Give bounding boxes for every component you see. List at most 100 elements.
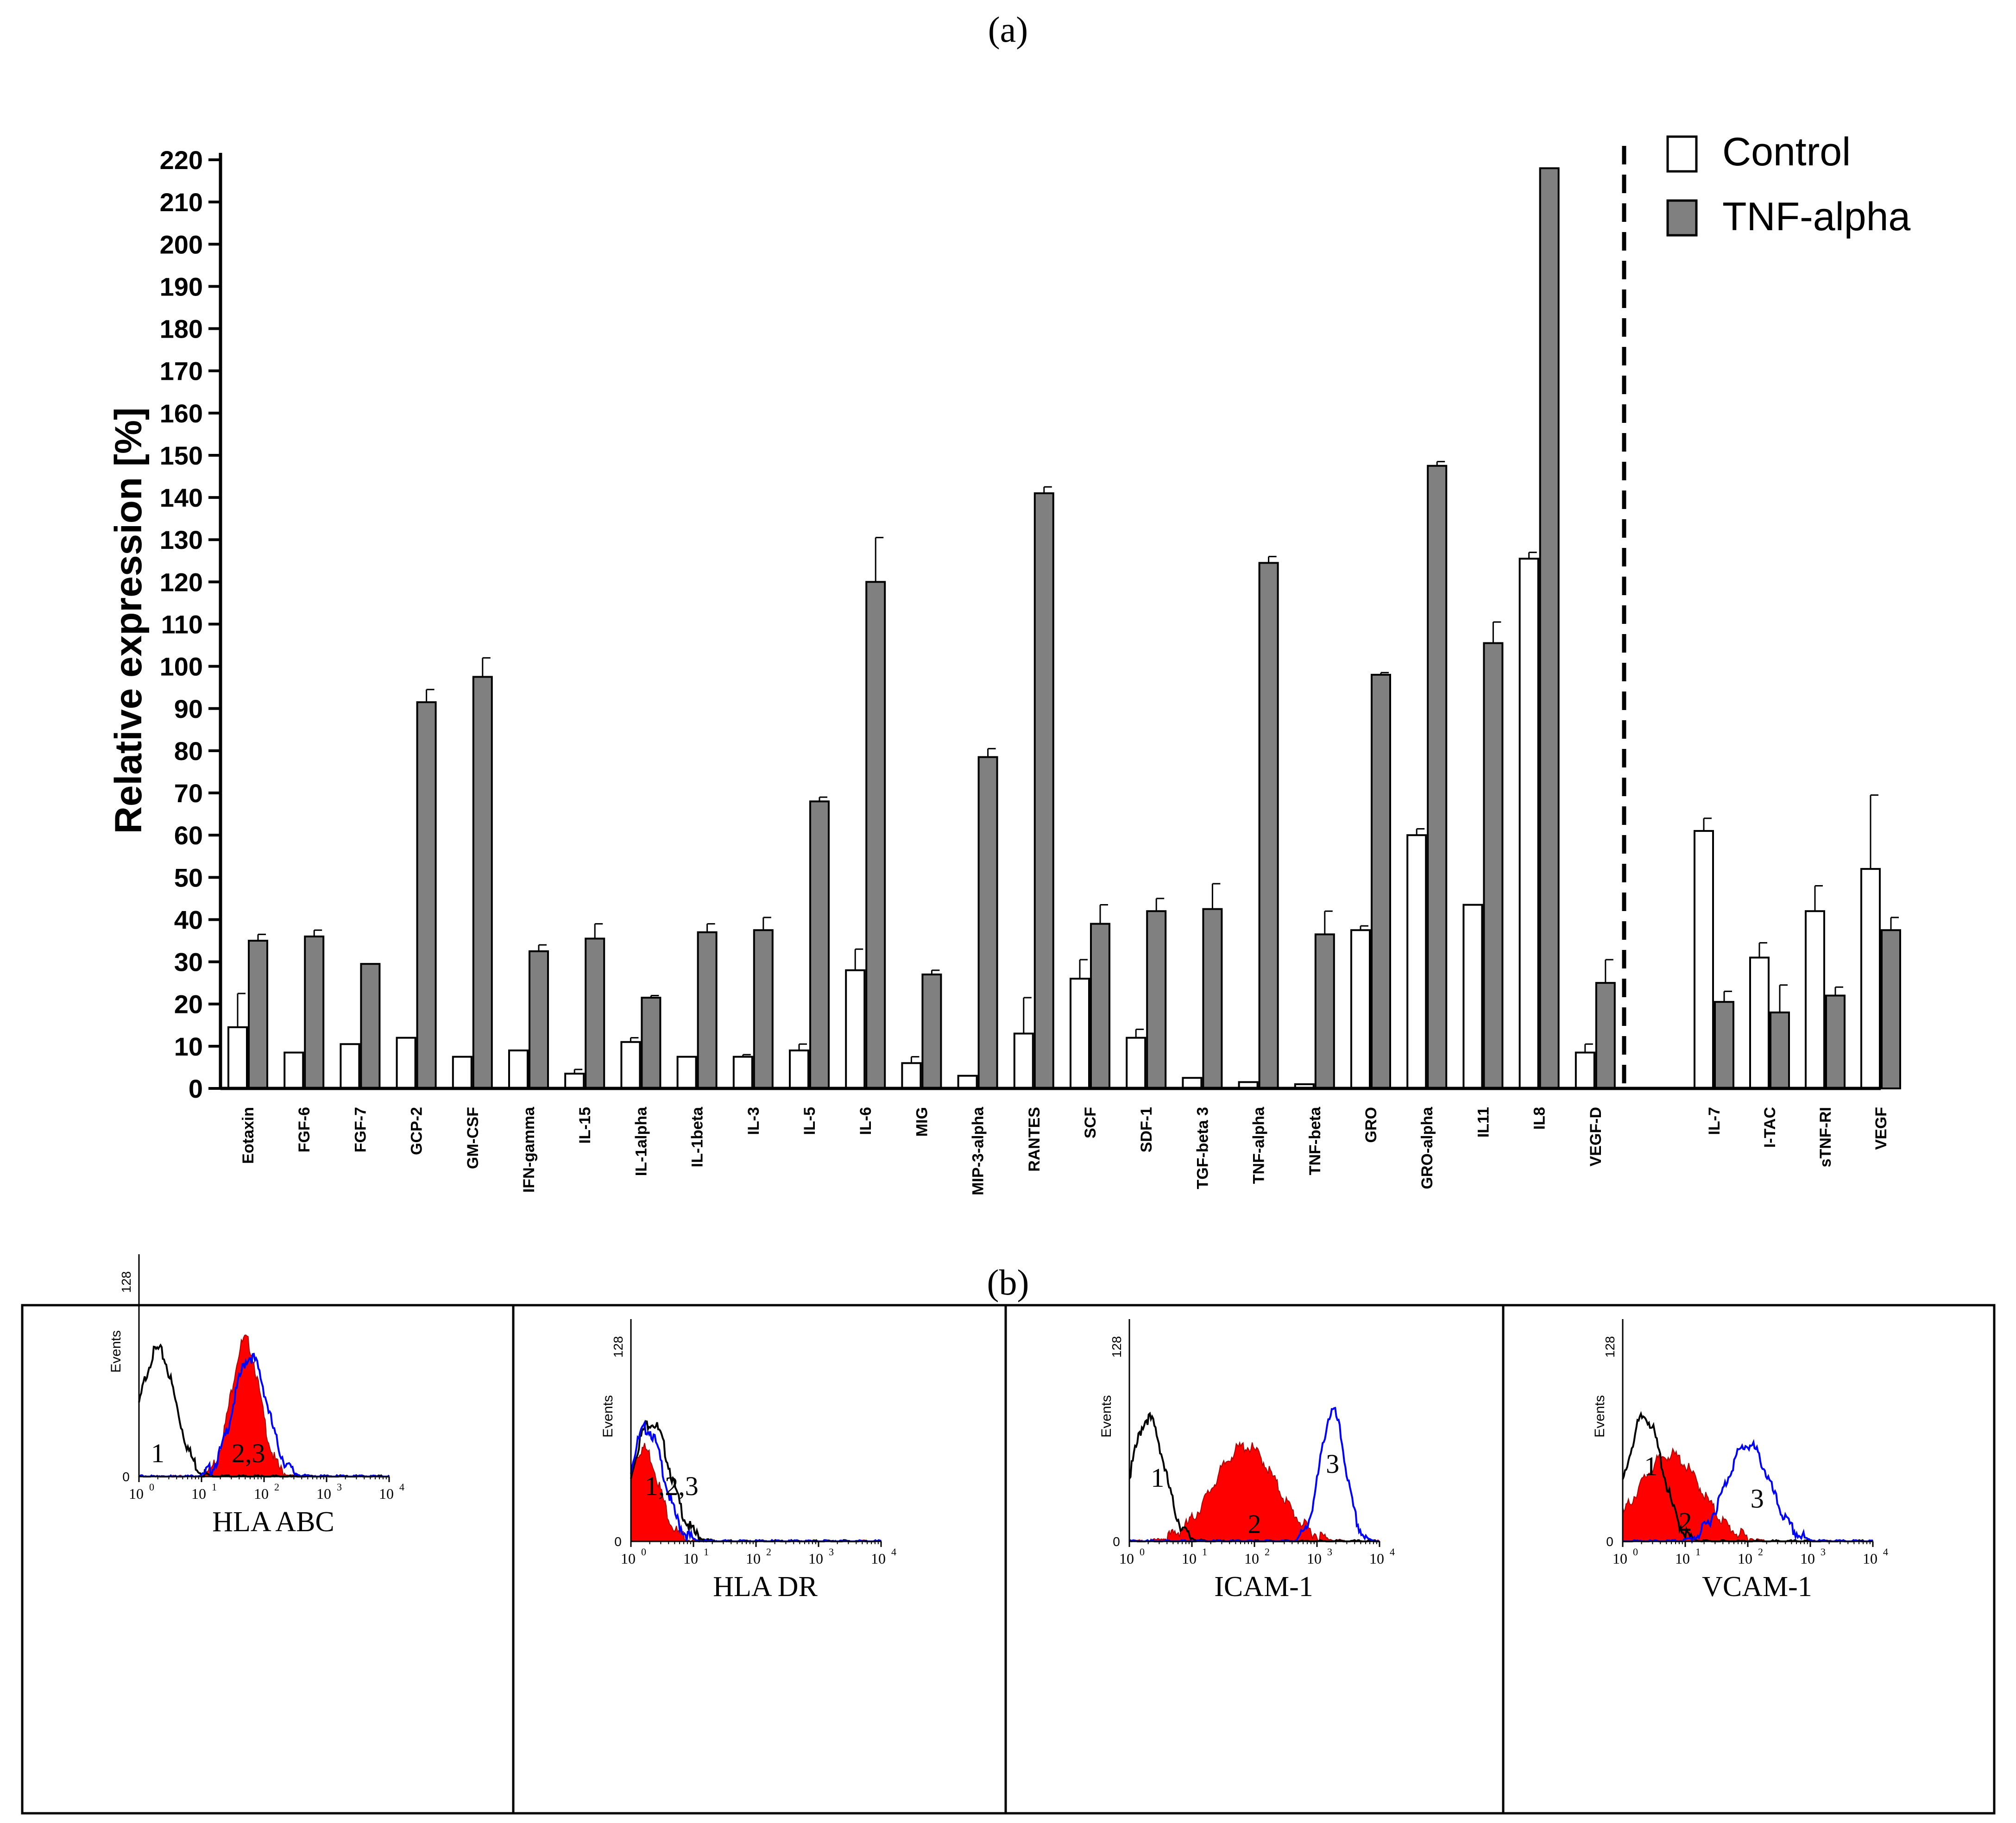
x-tick-label-il-6: IL-6 [857, 1107, 875, 1135]
bar-control-vegf [1860, 868, 1881, 1090]
flow-peak-label-1: 1 [151, 1438, 164, 1468]
flow-x-tick-label-0: 10 [1613, 1550, 1627, 1567]
legend-swatch-tnf [1666, 199, 1698, 237]
flow-x-tick-label-2: 10 [746, 1550, 761, 1567]
bar-control-il-6 [845, 969, 866, 1089]
bar-tnf-i-tac [1770, 1011, 1790, 1090]
flow-peak-label-2: 2 [1679, 1507, 1692, 1537]
bar-control-il11 [1462, 904, 1483, 1089]
y-tick-label-190: 190 [160, 272, 203, 301]
bar-tnf-eotaxin [248, 940, 268, 1089]
x-tick-label-il-15: IL-15 [576, 1107, 594, 1144]
flow-x-tick-exponent-4: 4 [1883, 1546, 1888, 1558]
x-tick-label-stnf-ri: sTNF-RI [1817, 1107, 1834, 1167]
bar-tnf-il-15 [585, 937, 605, 1090]
flow-x-tick-label-4: 10 [1863, 1550, 1877, 1567]
y-tick-label-200: 200 [160, 230, 203, 259]
y-axis-ticks: 0 10 20 30 40 50 60 70 80 90 100 110 120 130 140 150 160… [160, 145, 220, 1103]
x-tick-label-mig: MIG [913, 1107, 931, 1137]
bar-tnf-il-3 [753, 929, 774, 1089]
flow-peak-label-2: 2 [1248, 1509, 1261, 1539]
flow-x-tick-exponent-1: 1 [1695, 1546, 1701, 1558]
flow-y-tick-label-128: 128 [1603, 1336, 1617, 1358]
flow-x-tick-exponent-3: 3 [1327, 1546, 1332, 1558]
bar-tnf-mip-3-alpha [977, 756, 998, 1090]
flow-x-tick-exponent-0: 0 [641, 1546, 646, 1558]
bar-control-gro-alpha [1406, 834, 1427, 1089]
y-tick-label-20: 20 [174, 990, 203, 1019]
x-tick-label-tgf-beta-3: TGF-beta 3 [1194, 1107, 1211, 1189]
flow-x-tick-label-4: 10 [1369, 1550, 1384, 1567]
x-tick-label-gcp-2: GCP-2 [408, 1107, 426, 1155]
flow-panels-frame [21, 1304, 1996, 1815]
x-tick-label-gro-alpha: GRO-alpha [1418, 1106, 1436, 1189]
flow-y-tick-label-128: 128 [119, 1271, 133, 1293]
y-tick-label-110: 110 [161, 610, 203, 639]
bar-tnf-il-6 [865, 581, 886, 1089]
bar-tnf-il-1beta [697, 931, 718, 1089]
flow-x-tick-label-3: 10 [1800, 1550, 1815, 1567]
flow-x-tick-label-1: 10 [683, 1550, 698, 1567]
x-tick-label-il-7: IL-7 [1706, 1107, 1723, 1135]
flow-x-tick-exponent-4: 4 [399, 1481, 404, 1493]
bar-control-il-1alpha [620, 1041, 641, 1089]
flow-x-tick-exponent-3: 3 [829, 1546, 834, 1558]
legend: Control TNF-alpha [1666, 130, 1910, 239]
flow-x-tick-exponent-1: 1 [704, 1546, 709, 1558]
y-tick-label-210: 210 [160, 188, 203, 217]
flow-peak-label-1-2-3: 1,2,3 [645, 1471, 699, 1501]
bar-tnf-il8 [1539, 167, 1560, 1089]
legend-label-control: Control [1722, 130, 1851, 174]
y-tick-label-80: 80 [174, 736, 203, 766]
y-tick-label-0: 0 [189, 1074, 203, 1103]
bar-control-gm-csf [452, 1056, 472, 1089]
bar-tnf-gro-alpha [1427, 465, 1448, 1089]
bar-series [227, 167, 1901, 1090]
x-tick-label-fgf-7: FGF-7 [352, 1107, 369, 1152]
flow-x-tick-label-1: 10 [1182, 1550, 1197, 1567]
x-tick-label-vegf-d: VEGF-D [1587, 1107, 1605, 1166]
bar-tnf-tnf-beta [1314, 933, 1335, 1090]
flow-peak-label-3: 3 [1751, 1484, 1764, 1514]
bar-tnf-scf [1090, 923, 1110, 1090]
x-tick-label-il-1alpha: IL-1alpha [632, 1106, 650, 1176]
bar-tnf-fgf-7 [360, 963, 381, 1089]
x-tick-label-scf: SCF [1082, 1107, 1099, 1138]
flow-x-tick-exponent-3: 3 [337, 1481, 342, 1493]
flow-peak-label-1: 1 [1151, 1463, 1164, 1493]
bar-control-gro [1350, 929, 1371, 1089]
bar-tnf-il-1alpha [641, 997, 662, 1090]
flow-x-tick-exponent-0: 0 [1633, 1546, 1638, 1558]
bar-control-gcp-2 [396, 1037, 416, 1090]
x-tick-label-il8: IL8 [1531, 1107, 1549, 1130]
flow-x-tick-exponent-2: 2 [274, 1481, 279, 1493]
bar-control-rantes [1013, 1032, 1034, 1089]
y-tick-label-30: 30 [174, 948, 203, 977]
bar-tnf-rantes [1033, 492, 1054, 1089]
bar-control-mip-3-alpha [957, 1075, 978, 1090]
flow-x-tick-label-0: 10 [1119, 1550, 1134, 1567]
x-tick-label-il-1beta: IL-1beta [689, 1106, 706, 1167]
flow-y-tick-label-128: 128 [1109, 1336, 1124, 1358]
bar-control-il-15 [564, 1073, 585, 1090]
legend-label-tnf: TNF-alpha [1722, 195, 1910, 239]
flow-x-tick-exponent-0: 0 [1140, 1546, 1145, 1558]
bar-control-vegf-d [1575, 1051, 1595, 1090]
x-tick-label-vegf: VEGF [1872, 1107, 1890, 1150]
flow-x-tick-label-3: 10 [808, 1550, 823, 1567]
flow-x-tick-label-4: 10 [871, 1550, 886, 1567]
bar-tnf-ifn-gamma [529, 950, 549, 1090]
flow-y-axis-label: Events [1592, 1395, 1607, 1438]
y-tick-label-220: 220 [160, 145, 203, 175]
y-tick-label-170: 170 [160, 357, 203, 386]
x-tick-label-gro: GRO [1362, 1107, 1380, 1143]
y-tick-label-130: 130 [160, 525, 203, 554]
x-tick-label-il11: IL11 [1474, 1107, 1492, 1138]
y-tick-label-140: 140 [160, 483, 203, 512]
bar-tnf-il11 [1483, 642, 1504, 1089]
